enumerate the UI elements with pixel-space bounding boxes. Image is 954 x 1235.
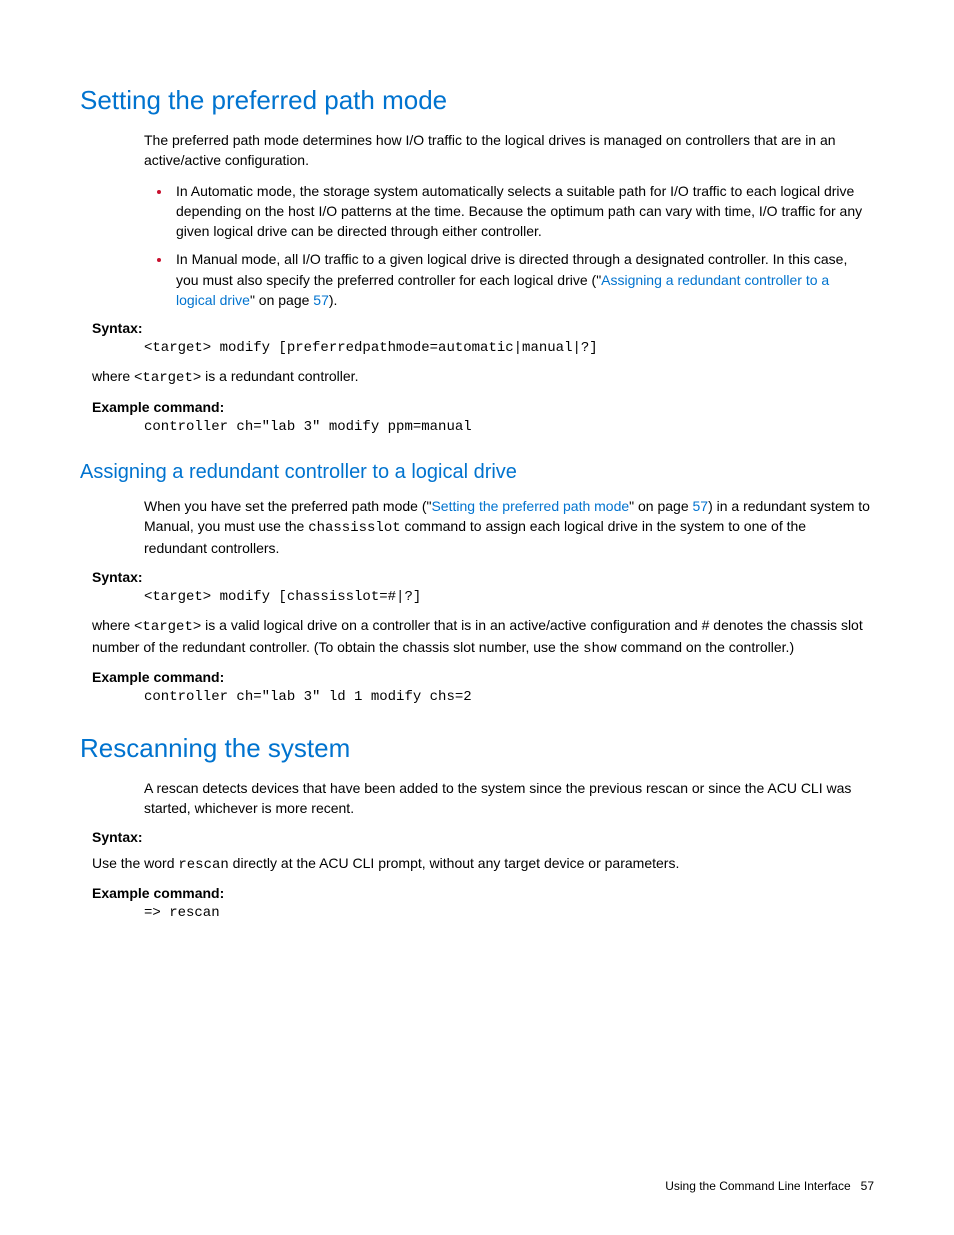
label-syntax-1: Syntax: <box>92 320 874 336</box>
where2-code2: show <box>583 641 617 657</box>
code-syntax-2: <target> modify [chassisslot=#|?] <box>144 589 874 605</box>
paragraph-intro-1: The preferred path mode determines how I… <box>144 130 870 171</box>
bullet2-post1: " on page <box>250 292 313 308</box>
label-example-1: Example command: <box>92 399 874 415</box>
link-setting-preferred[interactable]: Setting the preferred path mode <box>431 498 629 514</box>
code-example-3: => rescan <box>144 905 874 921</box>
bullet2-post2: ). <box>329 292 338 308</box>
where2-post: command on the controller.) <box>617 639 794 655</box>
bullet-manual-mode: In Manual mode, all I/O traffic to a giv… <box>172 249 870 310</box>
paragraph-intro-3: A rescan detects devices that have been … <box>144 778 870 819</box>
code-example-2: controller ch="lab 3" ld 1 modify chs=2 <box>144 689 874 705</box>
page-container: Setting the preferred path mode The pref… <box>0 0 954 1235</box>
where-text-2: where <target> is a valid logical drive … <box>92 615 870 660</box>
where-text-1: where <target> is a redundant controller… <box>92 366 870 388</box>
label-syntax-2: Syntax: <box>92 569 874 585</box>
use-text-3: Use the word rescan directly at the ACU … <box>92 853 870 875</box>
code-syntax-1: <target> modify [preferredpathmode=autom… <box>144 340 874 356</box>
link-page-57-b[interactable]: 57 <box>693 498 709 514</box>
footer-text: Using the Command Line Interface <box>665 1179 850 1193</box>
where1-post: is a redundant controller. <box>201 368 358 384</box>
where2-pre: where <box>92 617 134 633</box>
p2-code: chassisslot <box>308 520 400 536</box>
heading-setting-preferred-path: Setting the preferred path mode <box>80 85 874 116</box>
label-syntax-3: Syntax: <box>92 829 874 845</box>
link-page-57-a[interactable]: 57 <box>313 292 329 308</box>
where1-code: <target> <box>134 370 201 386</box>
p2-mid1: " on page <box>629 498 692 514</box>
use3-code: rescan <box>178 857 228 873</box>
heading-rescanning: Rescanning the system <box>80 733 874 764</box>
code-example-1: controller ch="lab 3" modify ppm=manual <box>144 419 874 435</box>
paragraph-intro-2: When you have set the preferred path mod… <box>144 496 870 559</box>
use3-pre: Use the word <box>92 855 178 871</box>
label-example-3: Example command: <box>92 885 874 901</box>
where2-code1: <target> <box>134 619 201 635</box>
p2-pre: When you have set the preferred path mod… <box>144 498 431 514</box>
where1-pre: where <box>92 368 134 384</box>
use3-post: directly at the ACU CLI prompt, without … <box>229 855 680 871</box>
label-example-2: Example command: <box>92 669 874 685</box>
heading-assigning-redundant: Assigning a redundant controller to a lo… <box>80 461 874 484</box>
bullet-automatic-mode: In Automatic mode, the storage system au… <box>172 181 870 242</box>
page-footer: Using the Command Line Interface 57 <box>665 1179 874 1193</box>
footer-page: 57 <box>861 1179 874 1193</box>
bullet-list-1: In Automatic mode, the storage system au… <box>144 181 870 311</box>
